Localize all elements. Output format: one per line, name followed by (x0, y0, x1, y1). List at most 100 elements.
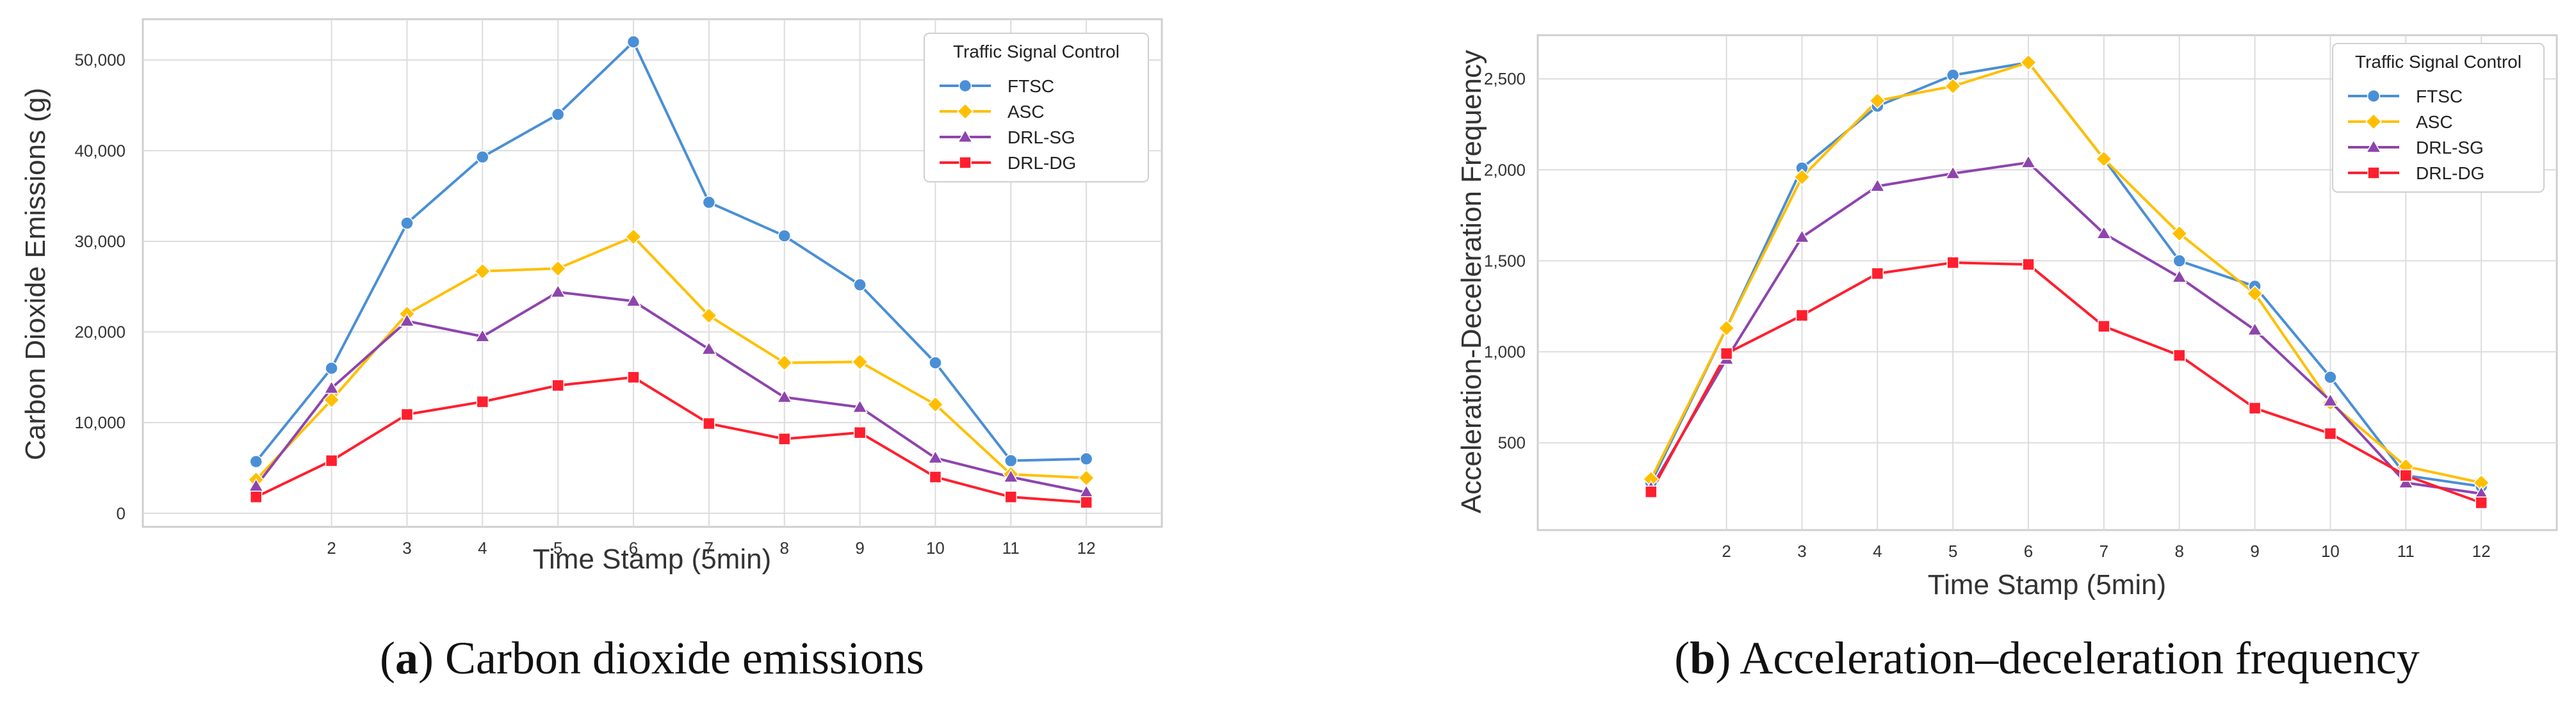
point-drl-sg (2020, 154, 2037, 168)
point-asc (624, 228, 642, 245)
point-drl-dg (551, 379, 564, 392)
series-line-drl-sg (255, 291, 1087, 494)
point-ftsc (400, 216, 414, 230)
caption-a-text: Carbon dioxide emissions (445, 633, 924, 684)
caption-a: (a) Carbon dioxide emissions (380, 633, 924, 684)
legend-label-drl-sg: DRL-SG (2416, 138, 2484, 157)
point-ftsc (476, 150, 489, 164)
point-ftsc (249, 455, 263, 469)
series-line-drl-dg (255, 376, 1087, 504)
legend-marker-drl-sg (957, 129, 974, 143)
y-tick-label: 20,000 (74, 323, 126, 342)
point-asc (550, 260, 567, 277)
point-drl-sg (776, 389, 793, 403)
point-drl-dg (2475, 496, 2488, 510)
x-tick-label: 10 (2321, 542, 2340, 561)
point-asc (1793, 168, 1811, 186)
point-drl-sg (2096, 225, 2112, 239)
legend-marker-drl-dg (2367, 166, 2380, 179)
point-drl-dg (325, 454, 338, 467)
point-ftsc (2324, 371, 2337, 384)
point-ftsc (1004, 454, 1018, 467)
legend-label-drl-dg: DRL-DG (1007, 153, 1076, 173)
caption-b-letter: b (1690, 633, 1715, 684)
chart-co2-emissions: 0 10,000 20,000 30,000 40,000 50,000 2 3 4 5 6 7 8 9… (20, 18, 1163, 575)
point-asc (700, 307, 717, 325)
point-ftsc (853, 278, 867, 292)
caption-b-text: Acceleration–deceleration frequency (1740, 633, 2419, 684)
caption-a-letter: a (395, 633, 418, 684)
point-drl-sg (625, 293, 642, 307)
x-tick-labels: 2 3 4 5 6 7 8 9 10 11 12 (1722, 542, 2490, 561)
x-tick-label: 8 (780, 538, 789, 558)
caption-b: (b) Acceleration–deceleration frequency (1674, 633, 2419, 684)
point-ftsc (551, 108, 565, 121)
legend-marker-ftsc (958, 79, 972, 93)
point-ftsc (1079, 452, 1093, 466)
series-line-asc (255, 235, 1087, 481)
y-tick-label: 2,000 (1484, 160, 1526, 179)
x-axis-label: Time Stamp (5min) (1928, 569, 2166, 600)
legend-marker-ftsc (2367, 89, 2381, 103)
series-markers (1642, 54, 2490, 510)
point-asc (1869, 92, 1886, 109)
x-tick-label: 7 (705, 538, 713, 558)
point-drl-dg (2172, 349, 2186, 362)
y-tick-labels: 0 10,000 20,000 30,000 40,000 50,000 (74, 51, 126, 523)
point-drl-sg (323, 380, 339, 394)
point-drl-dg (1004, 490, 1018, 504)
series-lines (1649, 61, 2482, 504)
point-drl-dg (2098, 319, 2110, 333)
point-drl-sg (1002, 469, 1019, 483)
series-line-ftsc (255, 40, 1087, 463)
legend-title: Traffic Signal Control (953, 42, 1120, 61)
y-axis-label: Carbon Dioxide Emissions (g) (20, 88, 51, 460)
point-drl-sg (852, 399, 868, 413)
y-tick-label: 1,500 (1484, 251, 1526, 270)
x-tick-label: 12 (2472, 542, 2491, 561)
point-drl-sg (927, 449, 943, 464)
y-tick-label: 10,000 (74, 413, 126, 432)
point-drl-dg (2248, 401, 2262, 415)
x-tick-label: 2 (1722, 542, 1731, 561)
y-tick-label: 2,500 (1484, 69, 1526, 88)
legend-label-drl-sg: DRL-SG (1007, 127, 1075, 147)
x-tick-label: 8 (2175, 542, 2184, 561)
point-asc (851, 353, 868, 371)
point-drl-dg (250, 490, 263, 504)
x-tick-label: 11 (2397, 542, 2415, 561)
legend-marker-drl-sg (2365, 139, 2382, 153)
legend-label-ftsc: FTSC (2416, 86, 2463, 106)
x-tick-label: 9 (855, 538, 864, 558)
series-line-drl-sg (1650, 161, 2482, 496)
point-drl-dg (627, 371, 640, 384)
point-drl-sg (1944, 165, 1961, 179)
point-asc (2171, 225, 2188, 242)
x-tick-label: 2 (327, 538, 336, 558)
point-drl-sg (2397, 474, 2414, 488)
point-drl-sg (2247, 321, 2263, 336)
point-drl-sg (2322, 392, 2338, 407)
y-tick-label: 50,000 (74, 51, 126, 70)
point-ftsc (626, 35, 640, 49)
point-asc (1718, 319, 1735, 337)
series-lines (255, 40, 1087, 504)
point-asc (2019, 54, 2037, 71)
y-tick-label: 500 (1498, 433, 1526, 453)
series-markers (247, 35, 1095, 509)
point-drl-dg (476, 395, 489, 408)
x-tick-label: 10 (926, 538, 945, 558)
x-tick-labels: 2 3 4 5 6 7 8 9 10 11 12 (327, 538, 1095, 558)
x-tick-label: 9 (2250, 542, 2259, 561)
legend-marker-drl-dg (959, 156, 972, 169)
y-tick-labels: 500 1,000 1,500 2,000 2,500 (1484, 69, 1526, 452)
legend-marker-asc (956, 102, 974, 120)
x-tick-label: 4 (1873, 542, 1882, 561)
point-drl-sg (2171, 269, 2188, 283)
x-tick-label: 7 (2099, 542, 2108, 561)
y-tick-label: 1,000 (1484, 342, 1526, 361)
point-drl-dg (1645, 485, 1658, 499)
point-asc (927, 396, 944, 413)
x-axis-label: Time Stamp (5min) (533, 544, 771, 575)
